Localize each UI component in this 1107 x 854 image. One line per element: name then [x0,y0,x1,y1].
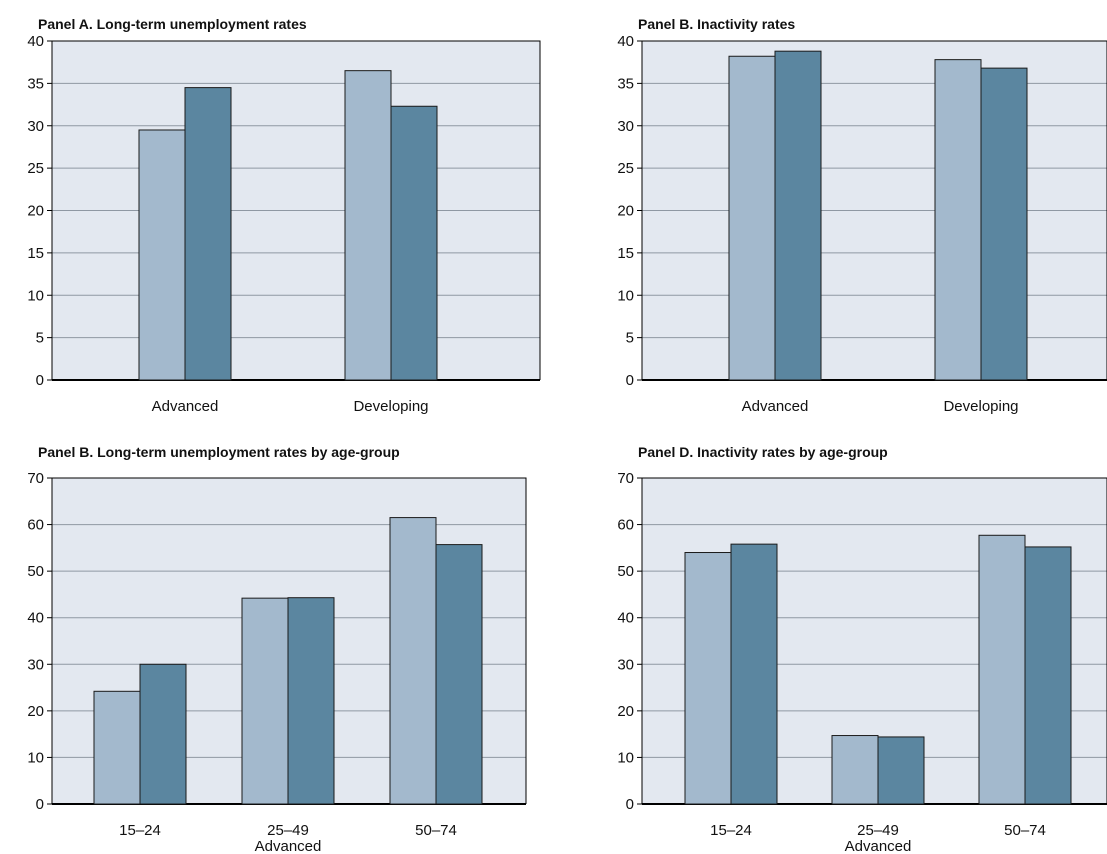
chart1-bar-series2-0 [774,50,822,381]
chart3-bar-series1-1 [831,735,879,805]
chart0-y-tick-label: 20 [27,203,44,220]
chart1-y-tick-label: 5 [626,330,634,347]
chart3-plot-frame [641,477,1107,804]
chart0-y-tick-label: 25 [27,160,44,177]
panel-d: Panel D. Inactivity rates by age-group 0… [590,430,1107,854]
chart1-y-tick-label: 10 [617,287,634,304]
panel-b: Panel B. Inactivity rates 0 5 10 15 20 25 30 35… [590,0,1107,420]
panel-d-title: Panel D. Inactivity rates by age-group [638,444,888,460]
chart0-y-tick-label: 30 [27,118,44,135]
chart0-plot-frame [51,40,541,380]
chart2-y-tick-label: 70 [27,470,44,487]
chart2-bar-series2-1 [287,597,335,805]
chart0-y-tick-label: 5 [36,330,44,347]
chart0-y-tick-label: 0 [36,372,44,389]
chart2-bar-series2-2 [435,544,483,805]
chart3-x-tick-label: 25–49 [857,822,899,839]
panel-c: Panel B. Long-term unemployment rates by… [0,430,540,854]
chart2-x-tick-label: 15–24 [119,822,161,839]
chart0-x-tick-label: Advanced [152,398,219,415]
chart2-bar-series1-2 [389,517,437,805]
chart1-y-tick-label: 0 [626,372,634,389]
chart1-x-tick-label: Developing [943,398,1018,415]
panel-b-title: Panel B. Inactivity rates [638,16,796,32]
chart2-x-group-label: Advanced [255,838,322,854]
chart0-x-tick-label: Developing [353,398,428,415]
chart1-bar-series2-1 [980,67,1028,381]
chart3-y-tick-label: 70 [617,470,634,487]
chart1-x-tick-label: Advanced [742,398,809,415]
chart3-bar-series2-2 [1024,546,1072,805]
chart0-bar-series2-0 [184,87,232,381]
chart3-bar-series1-0 [684,552,732,805]
chart1-y-tick-label: 20 [617,203,634,220]
chart3-y-tick-label: 10 [617,749,634,766]
chart2-plot-frame [51,477,527,804]
chart1-y-tick-label: 40 [617,33,634,50]
panel-a: Panel A. Long-term unemployment rates 0 5… [0,0,541,420]
chart3-x-tick-label: 50–74 [1004,822,1046,839]
chart1-y-tick-label: 25 [617,160,634,177]
chart2-y-tick-label: 40 [27,610,44,627]
panel-c-title: Panel B. Long-term unemployment rates by… [38,444,400,460]
chart2-y-tick-label: 10 [27,749,44,766]
chart0-y-tick-label: 35 [27,75,44,92]
chart0-bar-series2-1 [390,105,438,381]
chart1-y-tick-label: 30 [617,118,634,135]
chart3-x-tick-label: 15–24 [710,822,752,839]
chart0-bar-series1-0 [138,129,186,381]
chart2-bar-series2-0 [139,663,187,805]
chart0-y-tick-label: 15 [27,245,44,262]
panel-a-title: Panel A. Long-term unemployment rates [38,16,307,32]
chart3-bar-series2-0 [730,543,778,805]
chart1-bar-series1-1 [934,59,982,381]
chart2-y-tick-label: 50 [27,563,44,580]
chart1-y-tick-label: 35 [617,75,634,92]
chart2-y-tick-label: 60 [27,517,44,534]
chart2-y-tick-label: 20 [27,703,44,720]
chart0-y-tick-label: 10 [27,287,44,304]
chart3-y-tick-label: 40 [617,610,634,627]
chart2-bar-series1-0 [93,690,141,805]
chart3-y-tick-label: 50 [617,563,634,580]
chart2-bar-series1-1 [241,597,289,805]
chart1-y-tick-label: 15 [617,245,634,262]
chart2-y-tick-label: 0 [36,796,44,813]
chart0-y-tick-label: 40 [27,33,44,50]
chart3-y-tick-label: 20 [617,703,634,720]
chart1-plot-frame [641,40,1107,380]
chart3-y-tick-label: 60 [617,517,634,534]
chart3-bar-series2-1 [877,736,925,805]
panel-a-chart: 0 5 10 15 20 25 30 35 40 Advanced Developing [27,33,541,415]
chart2-x-tick-label: 25–49 [267,822,309,839]
panel-b-chart: 0 5 10 15 20 25 30 35 40 Advanced Developing [617,33,1107,415]
chart3-bar-series1-2 [978,534,1026,805]
chart1-bar-series1-0 [728,55,776,381]
chart0-bar-series1-1 [344,70,392,381]
chart3-y-tick-label: 0 [626,796,634,813]
chart2-y-tick-label: 30 [27,656,44,673]
chart3-x-group-label: Advanced [845,838,912,854]
panel-c-chart: 0 10 20 30 40 50 60 70 15–24 25–49 50–74 Advanced [27,470,527,854]
panel-d-chart: 0 10 20 30 40 50 60 70 15–24 25–49 50–74 Advanced [617,470,1107,854]
chart3-y-tick-label: 30 [617,656,634,673]
chart2-x-tick-label: 50–74 [415,822,457,839]
